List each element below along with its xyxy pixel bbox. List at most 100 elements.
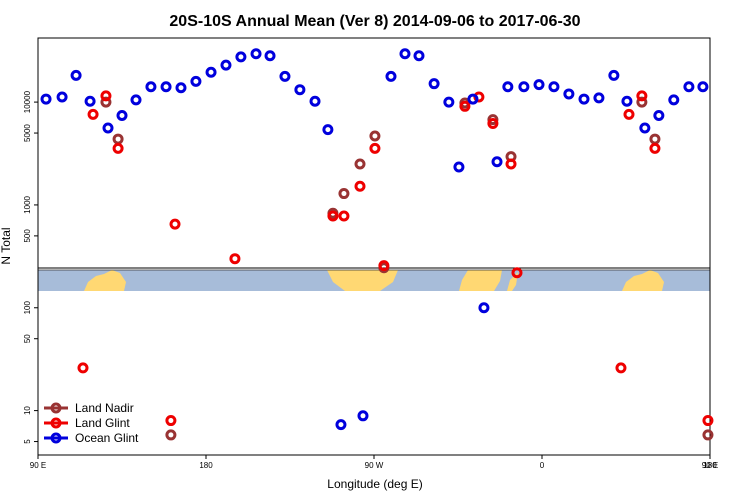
- marker: [279, 70, 291, 82]
- y-tick-label: 10000: [23, 90, 32, 113]
- marker: [487, 117, 499, 129]
- marker: [220, 59, 232, 71]
- marker: [169, 218, 181, 230]
- marker: [235, 51, 247, 63]
- marker: [322, 124, 334, 136]
- marker: [145, 81, 157, 93]
- marker: [264, 50, 276, 62]
- marker: [459, 100, 471, 112]
- marker: [636, 96, 648, 108]
- marker: [702, 415, 714, 427]
- x-tick-label: 0: [540, 461, 545, 470]
- marker: [354, 180, 366, 192]
- marker: [229, 253, 241, 265]
- marker: [116, 110, 128, 122]
- legend-label: Land Glint: [75, 416, 130, 430]
- marker: [668, 94, 680, 106]
- marker: [40, 93, 52, 105]
- marker: [683, 81, 695, 93]
- y-tick-label: 10: [23, 406, 32, 415]
- marker: [294, 84, 306, 96]
- marker: [623, 108, 635, 120]
- marker: [70, 69, 82, 81]
- marker: [205, 66, 217, 78]
- marker: [190, 75, 202, 87]
- marker: [443, 96, 455, 108]
- marker: [639, 122, 651, 134]
- marker: [327, 210, 339, 222]
- map-strip: [38, 267, 710, 291]
- marker: [413, 50, 425, 62]
- marker: [84, 95, 96, 107]
- marker: [160, 81, 172, 93]
- marker: [77, 362, 89, 374]
- legend-marker: [50, 402, 62, 414]
- legend-label: Ocean Glint: [75, 431, 139, 445]
- marker: [478, 302, 490, 314]
- marker: [335, 419, 347, 431]
- marker: [511, 267, 523, 279]
- y-tick-label: 500: [23, 229, 32, 243]
- x-tick-label: 90 E: [702, 461, 718, 470]
- legend-marker: [50, 417, 62, 429]
- x-tick-label: 90 W: [365, 461, 384, 470]
- marker: [100, 90, 112, 102]
- marker: [369, 142, 381, 154]
- marker: [338, 210, 350, 222]
- marker: [165, 429, 177, 441]
- marker: [653, 110, 665, 122]
- y-tick-label: 1000: [23, 195, 32, 213]
- y-axis-label: N Total: [0, 227, 13, 264]
- marker: [649, 142, 661, 154]
- marker: [175, 82, 187, 94]
- legend-label: Land Nadir: [75, 401, 134, 415]
- marker: [378, 260, 390, 272]
- marker: [487, 114, 499, 126]
- marker: [615, 362, 627, 374]
- marker: [130, 94, 142, 106]
- marker: [697, 81, 709, 93]
- marker: [102, 122, 114, 134]
- y-tick-label: 50: [23, 334, 32, 343]
- marker: [100, 96, 112, 108]
- marker: [428, 78, 440, 90]
- marker: [309, 95, 321, 107]
- x-axis-label: Longitude (deg E): [327, 477, 422, 491]
- y-tick-label: 100: [23, 301, 32, 315]
- marker: [385, 70, 397, 82]
- marker: [56, 91, 68, 103]
- marker: [354, 158, 366, 170]
- marker: [548, 81, 560, 93]
- marker: [338, 188, 350, 200]
- legend-marker: [50, 432, 62, 444]
- marker: [491, 156, 503, 168]
- marker: [518, 81, 530, 93]
- marker: [505, 158, 517, 170]
- marker: [250, 48, 262, 60]
- marker: [649, 133, 661, 145]
- marker: [112, 133, 124, 145]
- y-tick-label: 5: [23, 439, 32, 444]
- chart-title: 20S-10S Annual Mean (Ver 8) 2014-09-06 t…: [169, 13, 580, 30]
- marker: [608, 69, 620, 81]
- marker: [578, 93, 590, 105]
- x-tick-label: 180: [703, 461, 717, 470]
- marker: [112, 142, 124, 154]
- marker: [467, 93, 479, 105]
- marker: [357, 410, 369, 422]
- marker: [621, 95, 633, 107]
- x-tick-label: 180: [199, 461, 213, 470]
- marker: [533, 79, 545, 91]
- marker: [87, 108, 99, 120]
- y-tick-label: 5000: [23, 124, 32, 142]
- marker: [593, 92, 605, 104]
- marker: [399, 48, 411, 60]
- marker: [702, 429, 714, 441]
- marker: [165, 415, 177, 427]
- marker: [502, 81, 514, 93]
- marker: [453, 161, 465, 173]
- x-tick-label: 90 E: [30, 461, 46, 470]
- marker: [369, 130, 381, 142]
- marker: [636, 90, 648, 102]
